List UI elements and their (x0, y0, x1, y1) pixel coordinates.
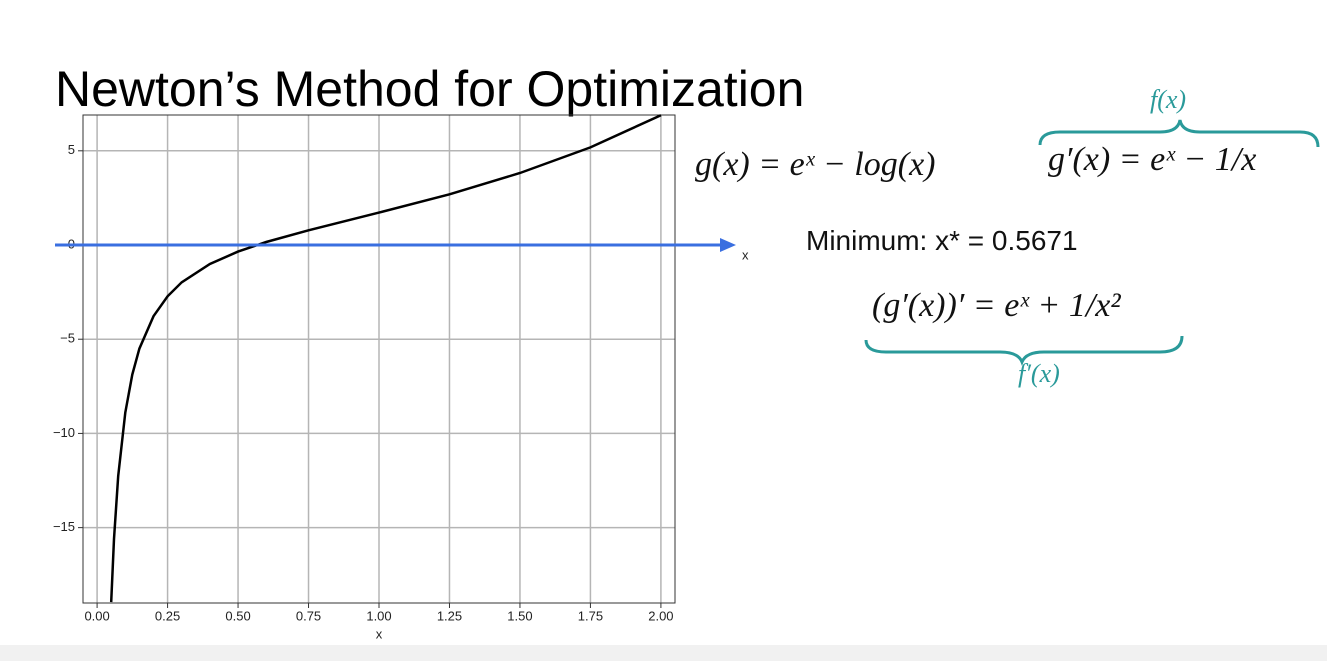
slide-title: Newton’s Method for Optimization (55, 61, 804, 117)
x-tick-label: 0.75 (296, 608, 321, 623)
equation: g′(x) = eˣ − 1/x (1048, 141, 1256, 178)
x-tick-label: 1.75 (578, 608, 603, 623)
x-tick-label: 0.50 (225, 608, 250, 623)
x-tick-label: 1.00 (366, 608, 391, 623)
y-tick-label: −5 (60, 331, 75, 346)
x-tick-label: 0.25 (155, 608, 180, 623)
y-tick-label: −10 (53, 425, 75, 440)
x-tick-label: 1.25 (437, 608, 462, 623)
y-tick-label: 5 (68, 142, 75, 157)
brace-label: f′(x) (1018, 359, 1060, 388)
curve (109, 114, 662, 603)
brace-label: f(x) (1150, 85, 1186, 114)
arrow-label: x (742, 247, 749, 262)
brace (864, 335, 1184, 367)
equation: g(x) = eˣ − log(x) (695, 146, 936, 183)
x-tick-label: 1.50 (507, 608, 532, 623)
x-tick-label: 2.00 (648, 608, 673, 623)
bottom-strip (0, 645, 1327, 661)
x-tick-label: 0.00 (84, 608, 109, 623)
arrow-head (720, 238, 736, 253)
y-tick-label: −15 (53, 519, 75, 534)
equation: Minimum: x* = 0.5671 (806, 225, 1078, 256)
x-axis-label: x (376, 626, 383, 641)
brace (1038, 119, 1320, 148)
equation: (g′(x))′ = eˣ + 1/x² (872, 287, 1121, 324)
plot: 0.00 0.25 0.50 0.75 1.00 1.25 1.50 1.75 2.00 −15 −… (53, 114, 749, 641)
plot-frame (82, 114, 676, 604)
